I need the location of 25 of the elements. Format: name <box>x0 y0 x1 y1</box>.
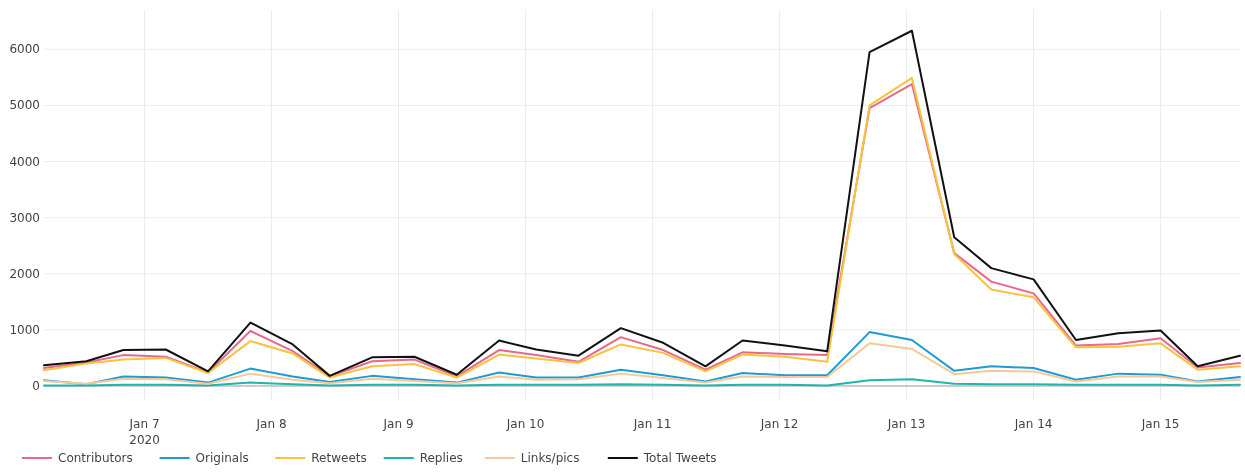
x-tick-label: Jan 8 <box>255 417 287 431</box>
legend-label: Replies <box>419 451 463 465</box>
x-tick-label: Jan 9 <box>382 417 414 431</box>
legend-label: Contributors <box>58 451 133 465</box>
legend-label: Retweets <box>311 451 367 465</box>
y-tick-label: 0 <box>32 378 40 393</box>
legend-label: Total Tweets <box>642 451 717 465</box>
y-tick-label: 4000 <box>9 154 40 169</box>
y-tick-label: 5000 <box>9 98 40 113</box>
x-tick-label: Jan 12 <box>759 417 799 431</box>
legend-label: Links/pics <box>520 451 580 465</box>
y-tick-label: 6000 <box>9 42 40 57</box>
x-tick-label: Jan 15 <box>1140 417 1180 431</box>
y-tick-label: 3000 <box>9 210 40 225</box>
line-series <box>43 342 1241 385</box>
x-tick-label: Jan 7 2020 <box>128 417 160 447</box>
y-tick-label: 1000 <box>9 322 40 337</box>
x-tick-label: Jan 13 <box>886 417 926 431</box>
x-tick-label: Jan 11 <box>632 417 672 431</box>
x-tick-label: Jan 14 <box>1013 417 1053 431</box>
line-series <box>43 378 1241 387</box>
line-series <box>43 331 1241 386</box>
x-tick-label: Jan 10 <box>505 417 545 431</box>
legend-label: Originals <box>195 451 249 465</box>
y-tick-label: 2000 <box>9 266 40 281</box>
